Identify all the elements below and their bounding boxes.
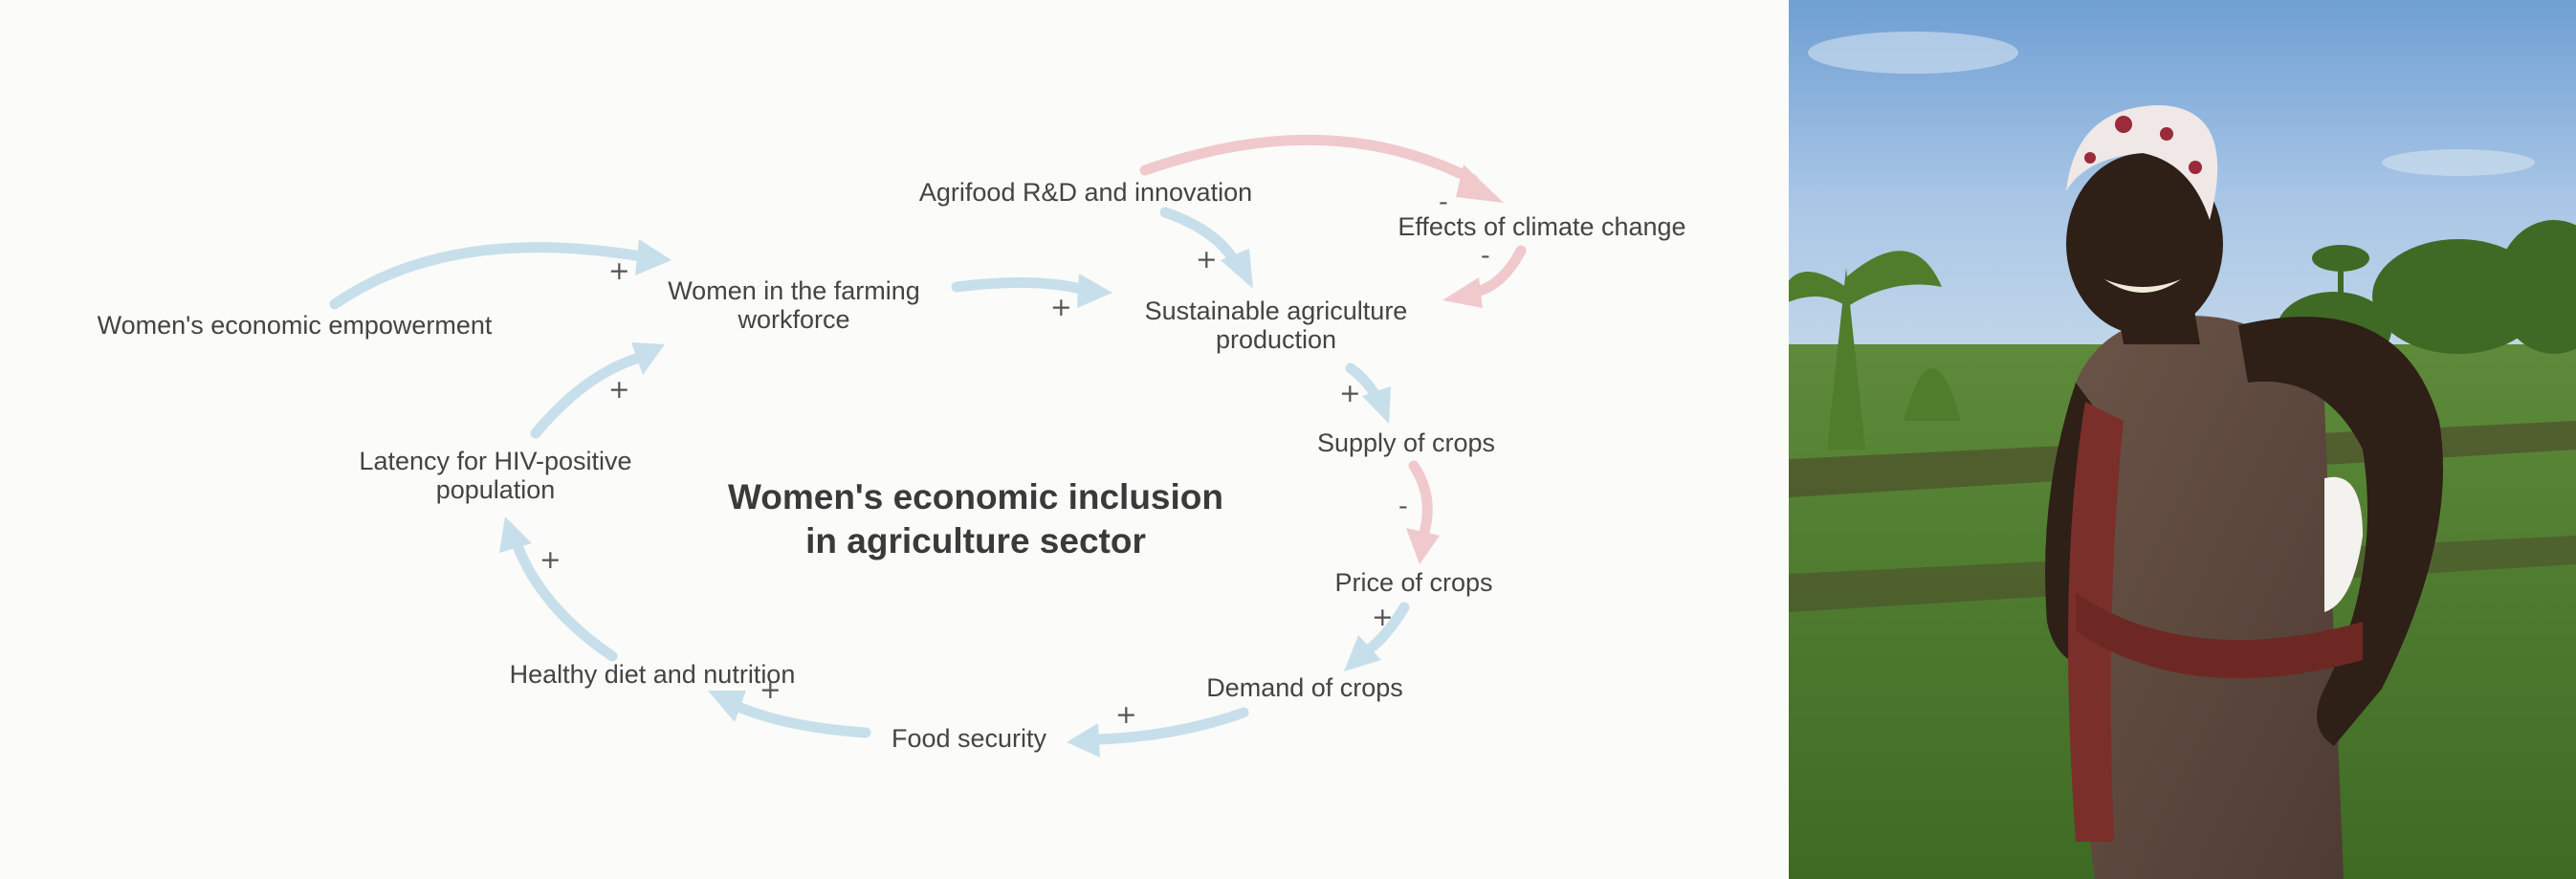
node-price: Price of crops [1334, 568, 1492, 597]
distant-trees [2277, 220, 2576, 368]
node-supply: Supply of crops [1317, 429, 1495, 457]
link-workforce-sustainable [951, 276, 1087, 295]
node-agrifood: Agrifood R&D and innovation [919, 178, 1252, 207]
arrowhead-empowerment-workforce [635, 239, 672, 275]
sign-empowerment-workforce: + [608, 256, 630, 286]
woman-figure [2045, 105, 2443, 879]
node-demand: Demand of crops [1206, 673, 1403, 702]
sign-climate-sustainable: - [1481, 241, 1490, 271]
sign-workforce-sustainable: + [1050, 293, 1072, 322]
woman-farmer-photo [1789, 0, 2576, 879]
diagram-title: Women's economic inclusion in agricultur… [728, 477, 1223, 560]
arrowhead-sustainable-supply [1362, 386, 1391, 424]
link-supply-price [1408, 460, 1433, 541]
title-line1: Women's economic inclusion [728, 477, 1223, 516]
links [329, 134, 1527, 758]
node-food: Food security [892, 724, 1047, 753]
link-price-demand [1362, 602, 1410, 656]
link-demand-food [1092, 707, 1249, 745]
causal-loop-diagram: + + + - - + - + + + + + Agrifood R&D and… [97, 134, 1686, 758]
headscarf-pattern [2160, 127, 2173, 141]
smile [2104, 279, 2181, 293]
node-workforce-line1: Women in the farming [668, 276, 920, 305]
arrowhead-climate-sustainable [1442, 277, 1483, 308]
link-empowerment-workforce [329, 242, 647, 310]
arrowhead-diet-latency [499, 516, 532, 553]
link-agrifood-climate [1139, 134, 1479, 186]
node-sustainable-line1: Sustainable agriculture [1145, 297, 1408, 325]
node-sustainable-line2: production [1216, 325, 1336, 354]
node-climate: Effects of climate change [1398, 212, 1685, 241]
arrowhead-demand-food [1067, 723, 1100, 758]
banana-plants [1789, 251, 1961, 450]
arrowhead-agrifood-sustainable [1221, 249, 1253, 289]
headscarf-pattern [2084, 152, 2096, 164]
arrowhead-workforce-sustainable [1077, 274, 1112, 308]
arrowhead-price-demand [1344, 635, 1381, 671]
link-latency-workforce [530, 353, 642, 439]
sign-agrifood-climate: - [1439, 187, 1448, 217]
sign-agrifood-sustainable: + [1196, 245, 1218, 275]
cloud [1808, 32, 2018, 74]
waist-wrap [2076, 593, 2363, 679]
torso [2073, 316, 2344, 879]
sign-sustainable-supply: + [1339, 379, 1361, 408]
diagram-canvas: + + + - - + - + + + + + Agrifood R&D and… [98, 134, 1686, 758]
headscarf [2066, 105, 2218, 220]
link-agrifood-sustainable [1159, 207, 1240, 266]
cloud [2382, 149, 2535, 176]
node-diet: Healthy diet and nutrition [510, 660, 796, 689]
node-empowerment: Women's economic empowerment [98, 311, 493, 340]
headscarf-pattern [2189, 161, 2202, 174]
sign-price-demand: + [1372, 603, 1394, 632]
sign-food-diet: + [760, 675, 782, 705]
sign-diet-latency: + [539, 545, 561, 575]
sign-supply-price: - [1398, 492, 1408, 521]
link-diet-latency [511, 538, 618, 662]
arrowhead-agrifood-climate [1456, 165, 1504, 203]
node-latency-line1: Latency for HIV-positive [359, 447, 631, 475]
node-workforce-line2: workforce [737, 305, 849, 334]
arrowhead-supply-price [1406, 528, 1440, 564]
white-cloth [2324, 476, 2363, 612]
link-food-diet [731, 700, 871, 738]
headscarf-pattern [2115, 116, 2132, 133]
arrowhead-latency-workforce [631, 342, 665, 375]
nodes: Agrifood R&D and innovation Effects of c… [98, 178, 1686, 753]
arrowhead-food-diet [708, 691, 746, 722]
title-line2: in agriculture sector [805, 521, 1146, 560]
face [2066, 153, 2223, 335]
sign-demand-food: + [1115, 700, 1137, 730]
node-latency-line2: population [436, 475, 556, 504]
polarity-signs: + + + - - + - + + + + + [539, 187, 1490, 730]
photo-illustration [1789, 0, 2576, 879]
sign-latency-workforce: + [608, 375, 630, 405]
right-arm [2238, 317, 2443, 746]
